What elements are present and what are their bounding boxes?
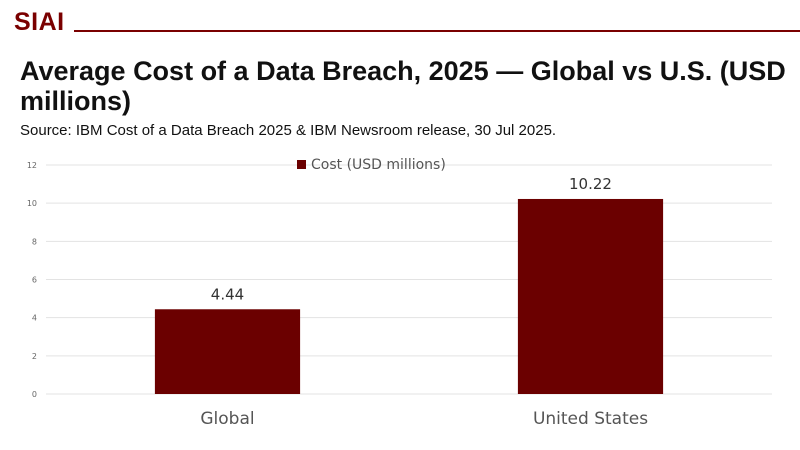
bar <box>154 309 301 394</box>
data-labels: 4.44 10.22 <box>211 175 612 303</box>
y-tick-label: 0 <box>32 390 37 399</box>
y-tick-label: 2 <box>32 352 37 361</box>
legend-label: Cost (USD millions) <box>311 157 446 173</box>
legend-swatch <box>297 160 306 169</box>
legend: Cost (USD millions) <box>297 157 446 173</box>
bar <box>517 198 664 394</box>
siai-logo: SIAI <box>14 8 65 36</box>
x-tick-label: United States <box>533 409 648 429</box>
y-tick-label: 8 <box>32 237 37 246</box>
header-divider <box>74 30 800 32</box>
y-tick-label: 10 <box>27 199 37 208</box>
y-tick-label: 6 <box>32 276 37 285</box>
x-axis-ticks: Global United States <box>200 409 648 429</box>
data-label: 10.22 <box>569 175 612 193</box>
y-tick-label: 4 <box>32 314 37 323</box>
chart-title: Average Cost of a Data Breach, 2025 — Gl… <box>20 56 786 116</box>
y-axis-ticks: 0 2 4 6 8 10 12 <box>27 161 37 399</box>
x-tick-label: Global <box>200 409 254 429</box>
data-label: 4.44 <box>211 285 244 303</box>
y-tick-label: 12 <box>27 161 37 170</box>
bars <box>154 198 664 394</box>
chart-source: Source: IBM Cost of a Data Breach 2025 &… <box>20 122 557 139</box>
